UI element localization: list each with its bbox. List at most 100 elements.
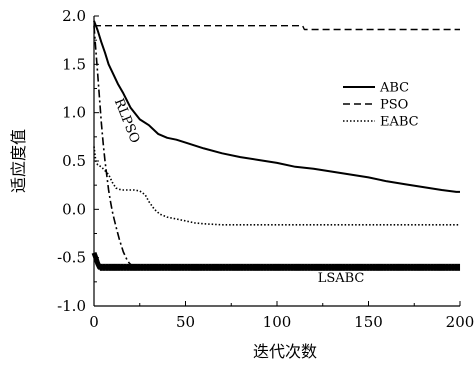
lsabc-marker — [278, 263, 282, 271]
lsabc-marker — [413, 263, 417, 271]
x-tick-label: 100 — [263, 313, 292, 331]
lsabc-marker — [404, 263, 408, 271]
lsabc-marker — [357, 263, 361, 271]
annotation-rlpso: RLPSO — [111, 97, 142, 146]
lsabc-marker — [375, 263, 379, 271]
x-tick-label: 0 — [89, 313, 99, 331]
lsabc-marker — [216, 263, 220, 271]
y-axis-title: 适应度值 — [9, 129, 28, 193]
lsabc-marker — [372, 263, 376, 271]
lsabc-marker — [275, 263, 279, 271]
lsabc-marker — [246, 263, 250, 271]
y-tick-label: -1.0 — [57, 297, 86, 315]
lsabc-marker — [105, 263, 109, 271]
lsabc-marker — [342, 263, 346, 271]
lsabc-marker — [152, 263, 156, 271]
lsabc-marker — [398, 263, 402, 271]
lsabc-marker — [140, 263, 144, 271]
series-line-rlpso — [93, 25, 139, 269]
lsabc-marker — [336, 263, 340, 271]
lsabc-marker — [167, 263, 171, 271]
y-tick-label: 0.5 — [62, 152, 86, 170]
lsabc-marker — [219, 263, 223, 271]
lsabc-marker — [392, 263, 396, 271]
lsabc-marker — [316, 263, 320, 271]
lsabc-marker — [410, 263, 414, 271]
lsabc-marker — [266, 263, 270, 271]
lsabc-marker — [243, 263, 247, 271]
x-axis-title: 迭代次数 — [253, 342, 317, 361]
lsabc-marker — [290, 263, 294, 271]
lsabc-marker — [377, 263, 381, 271]
lsabc-marker — [102, 263, 106, 271]
lsabc-marker — [328, 263, 332, 271]
lsabc-marker — [301, 263, 305, 271]
series-line-pso — [94, 25, 460, 31]
lsabc-marker — [252, 263, 256, 271]
lsabc-marker — [225, 263, 229, 271]
lsabc-marker — [281, 263, 285, 271]
lsabc-marker — [129, 263, 133, 271]
lsabc-marker — [146, 263, 150, 271]
x-tick-label: 150 — [354, 313, 383, 331]
axes: -1.0 -0.5 0.0 0.5 1.0 1.5 2.0 0 50 100 150 200 — [57, 7, 474, 331]
lsabc-marker — [360, 263, 364, 271]
lsabc-marker — [202, 263, 206, 271]
lsabc-marker — [436, 263, 440, 271]
lsabc-marker — [418, 263, 422, 271]
lsabc-marker — [132, 263, 136, 271]
lsabc-marker — [287, 263, 291, 271]
lsabc-marker — [363, 263, 367, 271]
lsabc-marker — [313, 263, 317, 271]
lsabc-marker — [134, 263, 138, 271]
legend-label-pso: PSO — [380, 98, 408, 113]
lsabc-marker — [339, 263, 343, 271]
series-line-eabc — [93, 146, 460, 226]
lsabc-marker — [222, 263, 226, 271]
lsabc-marker — [208, 263, 212, 271]
lsabc-marker — [205, 263, 209, 271]
lsabc-marker — [439, 263, 443, 271]
lsabc-marker — [451, 263, 455, 271]
lsabc-marker — [143, 263, 147, 271]
lsabc-marker — [190, 263, 194, 271]
lsabc-marker — [178, 263, 182, 271]
lsabc-marker — [228, 263, 232, 271]
lsabc-marker — [433, 263, 437, 271]
lsabc-marker — [448, 263, 452, 271]
lsabc-marker — [348, 263, 352, 271]
lsabc-marker — [137, 263, 141, 271]
lsabc-marker — [386, 263, 390, 271]
lsabc-marker — [325, 263, 329, 271]
x-tick-label: 50 — [176, 313, 195, 331]
lsabc-marker — [237, 263, 241, 271]
series-layer — [91, 20, 461, 271]
lsabc-marker — [354, 263, 358, 271]
lsabc-marker — [108, 263, 112, 271]
lsabc-marker — [369, 263, 373, 271]
lsabc-marker — [149, 263, 153, 271]
lsabc-marker — [284, 263, 288, 271]
legend-label-abc: ABC — [379, 81, 409, 96]
lsabc-marker — [114, 263, 118, 271]
lsabc-marker — [260, 263, 264, 271]
lsabc-marker — [307, 263, 311, 271]
legend: ABC PSO EABC — [343, 81, 419, 130]
lsabc-marker — [380, 263, 384, 271]
lsabc-marker — [445, 263, 449, 271]
lsabc-marker — [231, 263, 235, 271]
lsabc-marker — [126, 263, 130, 271]
lsabc-marker — [454, 263, 458, 271]
lsabc-marker — [272, 263, 276, 271]
lsabc-marker — [430, 263, 434, 271]
lsabc-marker — [310, 263, 314, 271]
lsabc-marker — [424, 263, 428, 271]
lsabc-marker — [123, 263, 127, 271]
lsabc-marker — [214, 263, 218, 271]
lsabc-marker — [120, 263, 124, 271]
lsabc-marker — [366, 263, 370, 271]
lsabc-marker — [442, 263, 446, 271]
lsabc-marker — [170, 263, 174, 271]
lsabc-marker — [99, 263, 103, 271]
